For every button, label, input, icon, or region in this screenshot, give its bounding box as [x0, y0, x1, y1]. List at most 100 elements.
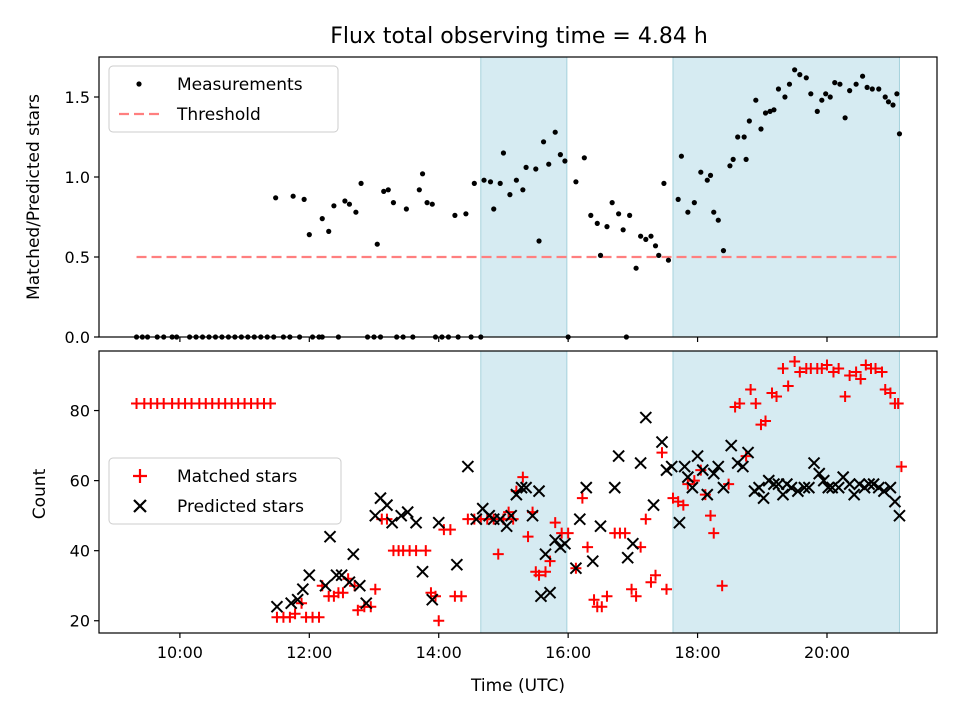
measurement-point	[581, 155, 587, 161]
measurement-point	[842, 115, 848, 121]
measurement-point	[665, 257, 672, 263]
predicted-star-point	[270, 600, 284, 613]
predicted-star-point	[612, 449, 625, 463]
predicted-star-point	[767, 477, 781, 491]
measurement-point	[792, 67, 798, 73]
predicted-star-point	[621, 551, 634, 564]
matched-star-point	[507, 513, 519, 525]
predicted-star-point	[791, 484, 805, 498]
matched-star-point	[582, 541, 594, 553]
measurement-point	[648, 233, 654, 239]
measurement-point	[711, 209, 717, 215]
matched-star-point	[850, 366, 862, 378]
predicted-star-point	[893, 509, 906, 522]
predicted-star-point	[665, 460, 678, 473]
predicted-star-point	[416, 565, 429, 578]
matched-star-point	[876, 366, 888, 378]
matched-star-point	[734, 398, 746, 410]
bottom-y-tick-label: 60	[70, 472, 90, 491]
matched-star-point	[821, 359, 833, 371]
predicted-star-point	[717, 481, 730, 494]
x-tick-label: 12:00	[286, 643, 332, 662]
predicted-star-point	[470, 512, 483, 526]
matched-star-point	[349, 580, 361, 592]
measurement-point	[882, 94, 888, 100]
predicted-star-point	[500, 519, 513, 533]
predicted-star-point	[330, 568, 343, 582]
measurement-point	[452, 212, 458, 218]
predicted-star-point	[353, 579, 366, 592]
measurement-point	[808, 91, 814, 97]
matched-star-point	[420, 545, 432, 557]
measurement-point	[523, 164, 529, 170]
predicted-star-point	[284, 597, 298, 610]
predicted-star-point	[519, 481, 533, 494]
x-axis-label: Time (UTC)	[470, 676, 565, 696]
measurement-point	[290, 193, 296, 199]
predicted-star-point	[543, 586, 557, 599]
measurement-point	[463, 211, 469, 217]
measurement-point	[385, 187, 391, 193]
matched-star-point	[705, 510, 717, 522]
measurement-point	[597, 252, 604, 258]
matched-star-point	[839, 391, 851, 403]
predicted-star-point	[401, 505, 414, 519]
measurement-point	[675, 196, 681, 202]
measurement-point	[869, 86, 875, 92]
measurement-point	[896, 131, 903, 137]
top-y-tick-label: 0.0	[65, 328, 90, 347]
predicted-star-point	[752, 481, 766, 494]
matched-star-point	[444, 524, 456, 536]
measurement-point	[416, 187, 422, 193]
matched-star-point	[870, 363, 882, 375]
measurement-point	[890, 102, 896, 108]
measurement-point	[691, 200, 697, 206]
measurement-point	[573, 179, 579, 185]
measurement-point	[604, 224, 610, 230]
measurement-point	[656, 252, 662, 258]
measurement-point	[540, 139, 547, 145]
predicted-star-point	[608, 481, 621, 494]
measurement-point	[730, 156, 736, 162]
measurement-point	[823, 91, 829, 97]
measurement-point	[876, 86, 882, 92]
bottom-y-tick-label: 20	[70, 612, 90, 631]
predicted-star-point	[526, 509, 539, 522]
matched-star-point	[522, 531, 534, 543]
top-y-tick-label: 1.5	[65, 88, 90, 107]
predicted-star-point	[409, 516, 423, 529]
matched-star-point	[264, 398, 276, 410]
predicted-star-point	[450, 558, 464, 571]
matched-star-point	[750, 398, 762, 410]
measurement-point	[588, 212, 594, 218]
measurement-point	[885, 99, 892, 105]
matched-star-point	[716, 580, 728, 592]
predicted-star-point	[802, 481, 816, 494]
measurement-point	[715, 217, 721, 223]
x-tick-label: 20:00	[804, 643, 850, 662]
matched-star-point	[855, 373, 867, 385]
measurement-point	[306, 232, 312, 238]
measurement-point	[520, 187, 526, 193]
top-axes-frame	[98, 56, 938, 338]
predicted-star-point	[580, 481, 593, 494]
measurement-point	[775, 86, 782, 92]
measurement-point	[707, 172, 714, 178]
predicted-star-point	[798, 481, 811, 494]
predicted-star-point	[539, 547, 552, 561]
matched-star-point	[576, 492, 588, 504]
predicted-star-point	[569, 561, 583, 575]
matched-star-point	[760, 415, 772, 427]
measurement-point	[500, 150, 507, 156]
measurement-point	[346, 201, 353, 207]
matched-star-point	[699, 489, 711, 501]
measurement-point	[832, 80, 838, 86]
bottom-y-tick-label: 80	[70, 402, 90, 421]
predicted-star-point	[877, 484, 891, 498]
predicted-star-point	[686, 481, 699, 494]
matched-star-point	[833, 363, 845, 375]
predicted-star-point	[862, 477, 876, 491]
measurement-point	[331, 203, 337, 209]
predicted-star-point	[394, 509, 408, 522]
predicted-star-point	[558, 537, 572, 550]
